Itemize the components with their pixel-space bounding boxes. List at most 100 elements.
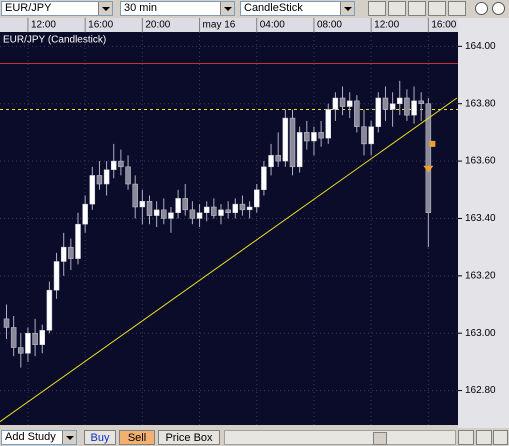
candle-body (189, 209, 196, 219)
scrollbar[interactable] (224, 430, 456, 445)
tool-button[interactable] (448, 1, 466, 16)
tool-button[interactable] (388, 1, 406, 16)
tool-button[interactable] (408, 1, 426, 16)
candle-body (318, 132, 324, 139)
candle-body (139, 200, 146, 208)
symbol-select[interactable]: EUR/JPY (1, 1, 113, 16)
candle-body (60, 246, 67, 262)
trendline (0, 97, 458, 423)
add-study: Add Study (5, 431, 56, 443)
candle-body (182, 198, 188, 211)
bottom-edge (0, 425, 458, 428)
candle-body (268, 155, 274, 168)
x-tick-label: 16:00 (88, 20, 113, 31)
style-select[interactable]: CandleStick (240, 1, 355, 16)
interval-select[interactable]: 30 min (120, 1, 235, 16)
y-tick-label: 164.00 (465, 41, 496, 52)
bottom-toolbar: Add Study Buy Sell Price Box (0, 428, 509, 445)
candle-body (53, 261, 60, 291)
candle-body (125, 166, 131, 185)
candle-body (168, 212, 174, 219)
candle-body (382, 97, 389, 110)
candle-body (103, 169, 110, 185)
symbol: EUR/JPY (5, 2, 52, 14)
candle-body (289, 117, 296, 168)
candle-body (304, 132, 310, 142)
close-icon[interactable] (492, 2, 505, 15)
tool-button[interactable] (368, 1, 386, 16)
candle-body (389, 103, 396, 110)
order-marker (423, 165, 434, 173)
zoom-icon[interactable] (475, 2, 488, 15)
tool-button[interactable] (428, 1, 446, 16)
x-tick-label: 12:00 (374, 20, 399, 31)
candle-body (89, 175, 96, 205)
price-axis-bg (458, 18, 509, 428)
scroll-thumb[interactable] (373, 432, 387, 445)
candle-body (18, 347, 24, 354)
candle-body (311, 132, 317, 142)
candle-body (153, 209, 160, 216)
candle-body (10, 327, 17, 348)
y-tick-label: 162.80 (465, 385, 496, 396)
x-tick-label: 16:00 (431, 20, 456, 31)
candle-body (411, 100, 417, 116)
y-tick-label: 163.80 (465, 98, 496, 109)
candle-body (368, 126, 374, 145)
candle-body (132, 183, 138, 208)
y-tick-label: 163.60 (465, 156, 496, 167)
candle-body (239, 203, 246, 211)
candle-body (296, 132, 303, 168)
candle-body (346, 100, 353, 107)
candle-body (68, 246, 74, 259)
plot-bg (0, 32, 458, 425)
candle-body (418, 100, 424, 104)
candle-body (46, 289, 53, 331)
zoom-button[interactable] (476, 430, 492, 445)
y-tick-label: 163.00 (465, 328, 496, 339)
candle-body (397, 97, 403, 104)
candle-body (361, 126, 367, 145)
candle-body (282, 117, 289, 162)
dropdown-arrow (98, 2, 112, 15)
x-tick-label: 08:00 (317, 20, 342, 31)
y-tick-label: 163.20 (465, 270, 496, 281)
price-box-button[interactable]: Price Box (158, 430, 220, 445)
candle-body (82, 203, 88, 225)
dropdown-arrow (62, 431, 76, 444)
zoom-button[interactable] (493, 430, 508, 445)
chart-title: EUR/JPY (Candlestick) (3, 35, 106, 46)
sell-button[interactable]: Sell (119, 430, 155, 445)
candle-body (96, 175, 103, 185)
candle-body (404, 97, 410, 116)
candle-body (32, 332, 38, 345)
candle-body (332, 97, 339, 110)
chart-style: CandleStick (244, 2, 303, 14)
dropdown-arrow (340, 2, 354, 15)
candle-body (354, 100, 360, 127)
candle-body (218, 209, 224, 216)
interval: 30 min (124, 2, 158, 14)
candle-body (225, 209, 231, 213)
candle-body (39, 330, 45, 345)
candle-body (175, 198, 181, 213)
x-tick-label: 12:00 (31, 20, 56, 31)
candle-body (161, 209, 167, 219)
order-marker (429, 140, 436, 147)
buy-button[interactable]: Buy (84, 430, 116, 445)
candle-body (203, 206, 210, 213)
dropdown-arrow (220, 2, 234, 15)
candle-body (246, 206, 253, 211)
x-tick-label: may 16 (203, 20, 236, 31)
scroll-right[interactable] (458, 430, 474, 445)
candle-body (196, 212, 203, 219)
time-axis-bg (0, 18, 458, 32)
study-select[interactable]: Add Study (1, 430, 77, 445)
y-tick-label: 163.40 (465, 213, 496, 224)
chart: EUR/JPY (Candlestick) 164.00 163.80 163.60… (0, 18, 509, 428)
candle-body (325, 109, 331, 139)
candle-body (75, 223, 81, 259)
candle-body (3, 318, 10, 328)
candle-body (25, 332, 31, 354)
candle-body (375, 97, 382, 127)
